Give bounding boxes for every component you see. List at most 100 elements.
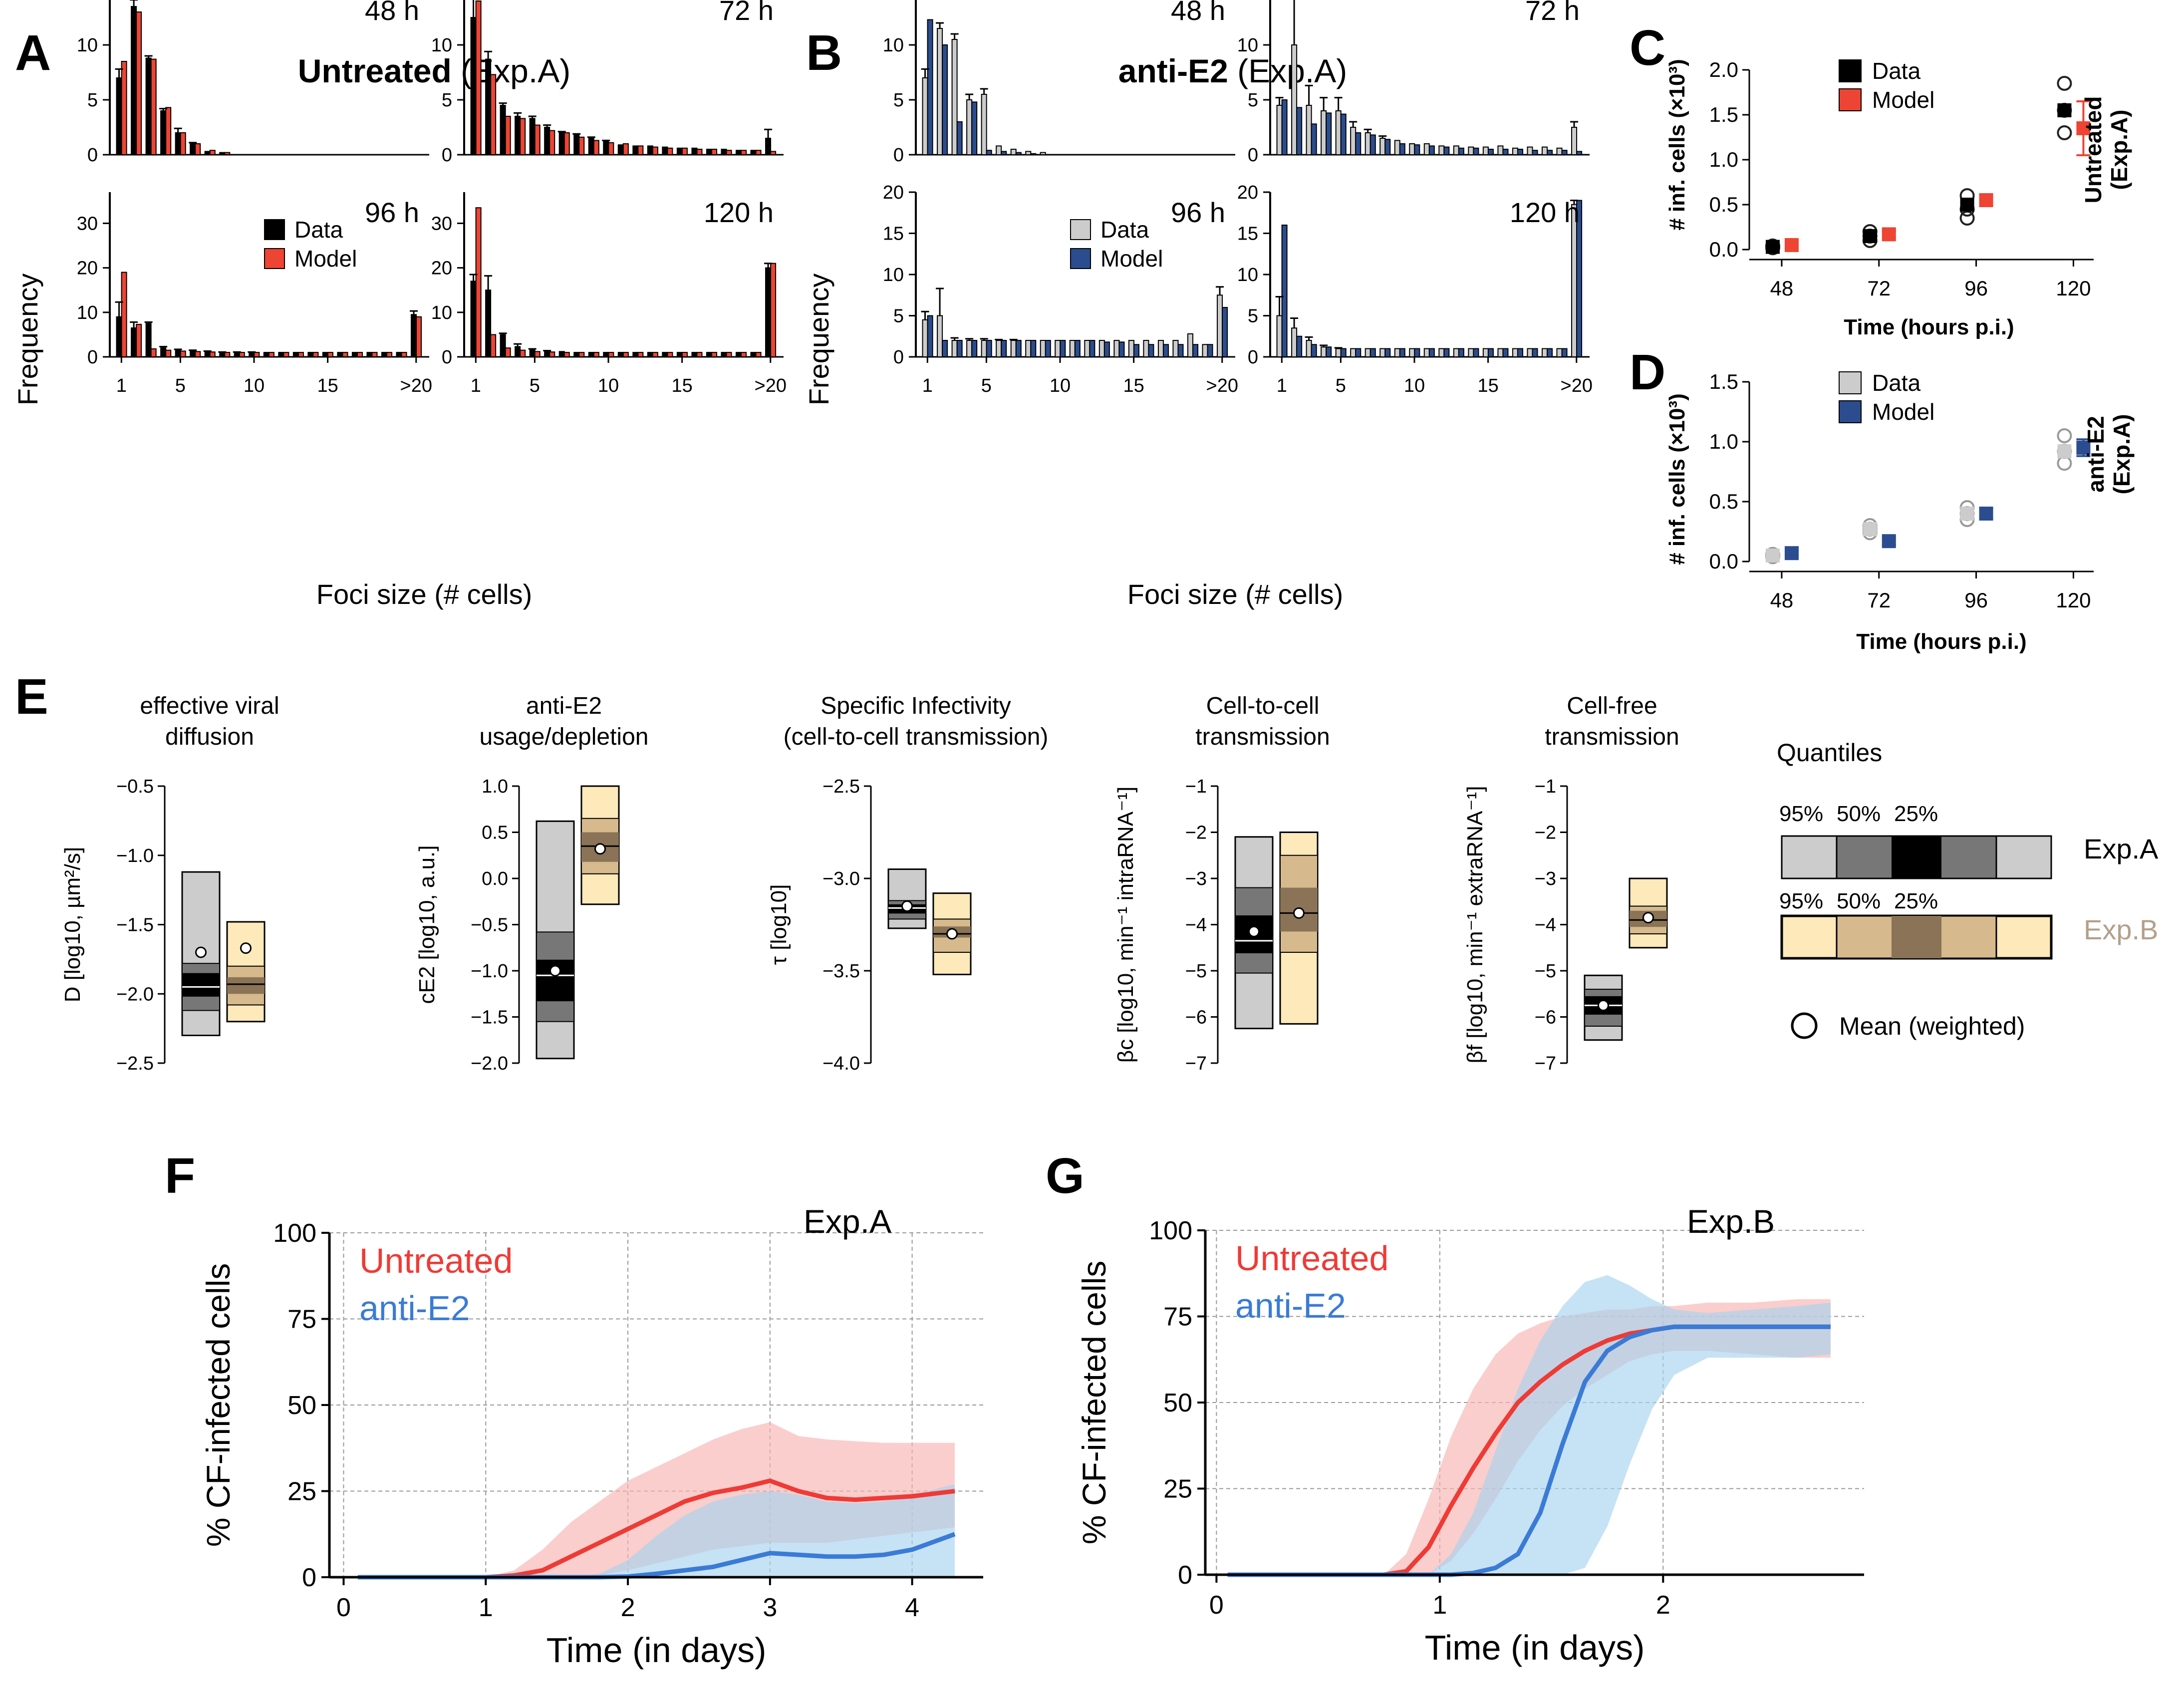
panelA-sub0-model-bar	[150, 58, 157, 155]
panelC-legend-data-swatch	[1839, 59, 1862, 82]
panelE-1-ytick-label: 1.0	[482, 776, 508, 797]
panelA-sub3-model-bar	[593, 352, 599, 357]
panelB-legend-data-swatch	[1070, 219, 1091, 240]
panelD-legend-model-label: Model	[1872, 399, 1934, 425]
panelB-sub2-label: 96 h	[1171, 197, 1225, 228]
panelA-sub3-model-bar	[711, 352, 718, 357]
panelA-sub1-data-bar	[529, 118, 536, 155]
panelF-xlabel: Time (in days)	[546, 1631, 767, 1670]
panelC-ytick-label: 1.0	[1709, 148, 1738, 171]
panelE-4-box-A-mean	[1598, 999, 1609, 1011]
panelB-sub0-ytick-label: 0	[893, 145, 904, 166]
panelA-sub3-model-bar	[608, 352, 614, 357]
panelA-sub3-ytick-label: 20	[431, 258, 452, 279]
panelE-3-title-line1: Cell-to-cell	[1206, 693, 1320, 719]
panelB-sub3-data-bar	[1497, 348, 1504, 357]
panelA-sub2-model-bar	[239, 352, 245, 357]
panelA-sub3-model-bar	[667, 352, 673, 357]
panelB-sub3-data-bar	[1365, 348, 1371, 357]
panelA-sub0-label: 48 h	[365, 0, 419, 26]
panelE-4-ytick-label: −1	[1535, 776, 1556, 797]
panelB-sub0-data-bar	[937, 28, 943, 155]
panelA-sub3-data-bar	[558, 351, 565, 358]
panelB-sub1-data-bar	[1541, 146, 1548, 156]
panelC-ytick-label: 0.0	[1709, 238, 1738, 261]
panelF-xtick-label: 3	[763, 1593, 777, 1622]
panelA-sub1-model-bar	[475, 0, 482, 155]
panelA-sub3-data-bar	[721, 352, 727, 357]
panelA-sub0-model-bar	[209, 150, 216, 156]
panelA-sub1-model-bar	[622, 143, 629, 155]
panelA-sub2-data-bar	[175, 349, 181, 358]
panelD-model-mean	[1784, 546, 1799, 561]
panelE-3-title-line2: transmission	[1195, 724, 1330, 750]
panelA-sub3-data-bar	[603, 352, 609, 357]
quantiles-title: Quantiles	[1777, 739, 1882, 767]
panel-letter-c: C	[1630, 20, 1665, 76]
panelB-sub2-xtick-label: >20	[1206, 375, 1238, 396]
panelB-sub1-data-bar	[1453, 145, 1459, 155]
panelA-sub0-model-bar	[136, 11, 142, 155]
panelB-sub3-xtick-label: >20	[1561, 375, 1593, 396]
panelB-sub3-model-bar	[1281, 225, 1288, 357]
panelA-sub3-data-bar	[765, 267, 772, 358]
panelA-sub0-model-bar	[121, 61, 127, 155]
panelE-0-title-line2: diffusion	[165, 724, 254, 750]
panelG-ylabel: % CF-infected cells	[1076, 1261, 1112, 1545]
panelB-sub2-ytick-label: 15	[883, 224, 904, 245]
panelF-ytick-label: 50	[287, 1391, 316, 1420]
panelE-1-ytick-label: −1.5	[471, 1007, 508, 1028]
panelE-0-ytick-label: −2.5	[116, 1053, 154, 1074]
panelA-sub3-model-bar	[637, 352, 644, 357]
panelB-sub3-model-bar	[1296, 335, 1303, 357]
panelB-sub2-data-bar	[1069, 340, 1076, 357]
panelA-sub2-model-bar	[254, 352, 260, 357]
panel-a-xlabel: Foci size (# cells)	[316, 578, 533, 610]
panelB-sub2-model-bar	[1162, 344, 1169, 357]
panelB-sub3-data-bar	[1409, 348, 1415, 357]
panelA-sub2-model-bar	[342, 352, 348, 357]
legend-q25-b-box	[1892, 916, 1941, 958]
panelA-sub3-model-bar	[563, 352, 570, 357]
panelB-legend-data-label: Data	[1100, 217, 1149, 243]
panelA-legend-data-swatch	[264, 219, 285, 240]
panel-a-title-rest: (Exp.A)	[452, 52, 570, 89]
panelB-sub0-model-bar	[942, 44, 948, 155]
panelB-sub3-model-bar	[1326, 346, 1332, 358]
panelA-sub2-model-bar	[297, 352, 304, 357]
panelB-sub1-data-bar	[1482, 146, 1489, 156]
panelA-sub3-data-bar	[617, 352, 624, 357]
panelA-sub1-model-bar	[505, 116, 511, 155]
panelE-1-ytick-label: 0.5	[482, 823, 508, 844]
panelA-sub2-data-bar	[396, 352, 402, 357]
panelB-sub1-data-bar	[1379, 138, 1386, 155]
panelE-0-ylabel: D [log10, µm²/s]	[60, 847, 85, 1002]
panelC-xtick-label: 72	[1867, 277, 1891, 300]
panelG-xtick-label: 1	[1432, 1591, 1447, 1620]
panel-d-side-label-2: (Exp.A)	[2109, 414, 2135, 495]
panelB-sub3-model-bar	[1414, 348, 1420, 357]
panelA-sub3-data-bar	[706, 352, 712, 357]
panelA-sub2-model-bar	[401, 352, 407, 357]
panelF-ytick-label: 25	[287, 1477, 316, 1506]
panelE-3-box-B-mean	[1293, 907, 1305, 919]
panelB-sub3-ytick-label: 15	[1237, 224, 1258, 245]
panelA-sub0-ytick-label: 0	[87, 145, 98, 166]
panelF-ytick-label: 0	[302, 1563, 316, 1592]
panelB-sub2-model-bar	[1089, 340, 1095, 357]
panelA-sub2-model-bar	[209, 351, 216, 358]
panelA-sub1-ytick-label: 15	[431, 0, 452, 1]
panelB-sub3-data-bar	[1438, 348, 1445, 357]
panelG-xtick-label: 0	[1209, 1591, 1224, 1620]
panelA-sub0-model-bar	[180, 132, 186, 155]
panelB-sub3-ytick-label: 10	[1237, 265, 1258, 285]
panel-letter-g: G	[1046, 1148, 1085, 1204]
panelD-xtick-label: 48	[1770, 588, 1794, 612]
panelE-2-ytick-label: −2.5	[822, 776, 860, 797]
panelC-ytick-label: 1.5	[1709, 103, 1738, 126]
panelA-sub2-data-bar	[204, 351, 211, 358]
panelE-1-title-line2: usage/depletion	[480, 724, 649, 750]
panelC-data-mean	[1765, 240, 1780, 254]
panelA-sub2-data-bar	[190, 350, 196, 357]
panelA-sub1-model-bar	[520, 118, 526, 155]
